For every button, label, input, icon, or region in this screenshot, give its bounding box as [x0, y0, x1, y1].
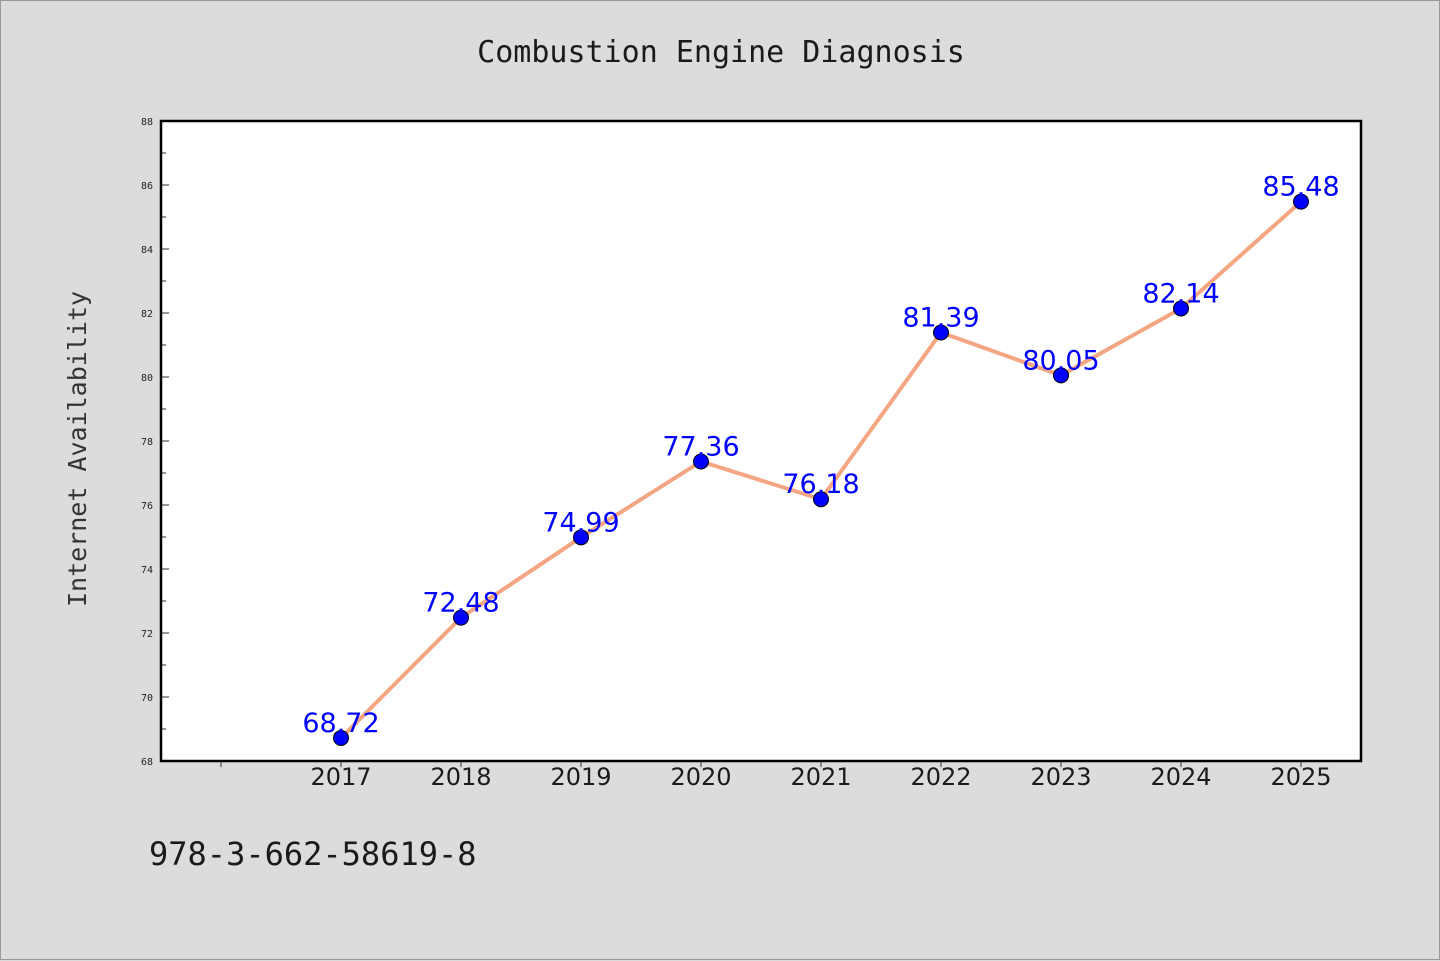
data-label: 77.36	[662, 431, 739, 462]
y-tick-label: 82	[141, 309, 153, 320]
data-label: 80.05	[1022, 345, 1099, 376]
x-tick-label: 2025	[1270, 763, 1331, 791]
data-point	[333, 729, 349, 746]
x-tick-label: 2018	[430, 763, 491, 791]
data-label: 76.18	[782, 469, 859, 500]
y-tick-label: 70	[141, 693, 153, 704]
x-tick-label: 2022	[910, 763, 971, 791]
data-point	[813, 491, 829, 508]
data-label: 74.99	[542, 507, 619, 538]
x-tick-label: 2024	[1150, 763, 1211, 791]
plot-background	[161, 121, 1361, 761]
data-point	[1293, 193, 1309, 210]
x-tick-label: 2019	[550, 763, 611, 791]
data-label: 81.39	[902, 303, 979, 334]
data-point	[573, 529, 589, 546]
y-tick-label: 68	[141, 757, 153, 768]
data-label: 85.48	[1262, 172, 1339, 203]
footer-code: 978-3-662-58619-8	[149, 835, 477, 873]
data-point	[453, 609, 469, 626]
y-tick-label: 72	[141, 629, 153, 640]
data-label: 68.72	[302, 708, 379, 739]
y-tick-label: 86	[141, 181, 153, 192]
chart-title: Combustion Engine Diagnosis	[477, 35, 965, 70]
y-tick-label: 84	[141, 245, 153, 256]
y-tick-label: 88	[141, 117, 153, 128]
x-tick-label: 2023	[1030, 763, 1091, 791]
data-point	[1053, 367, 1069, 384]
data-label: 72.48	[422, 588, 499, 619]
x-tick-label: 2017	[310, 763, 371, 791]
y-tick-label: 76	[141, 501, 153, 512]
data-point	[1173, 300, 1189, 317]
data-point	[693, 453, 709, 470]
x-tick-label: 2021	[790, 763, 851, 791]
y-tick-label: 74	[141, 565, 153, 576]
plot-frame	[159, 119, 1363, 763]
data-label: 82.14	[1142, 279, 1219, 310]
y-tick-label: 78	[141, 437, 153, 448]
y-axis-label: Internet Availability	[63, 291, 92, 607]
data-point	[933, 324, 949, 341]
x-tick-label: 2020	[670, 763, 731, 791]
y-tick-label: 80	[141, 373, 153, 384]
